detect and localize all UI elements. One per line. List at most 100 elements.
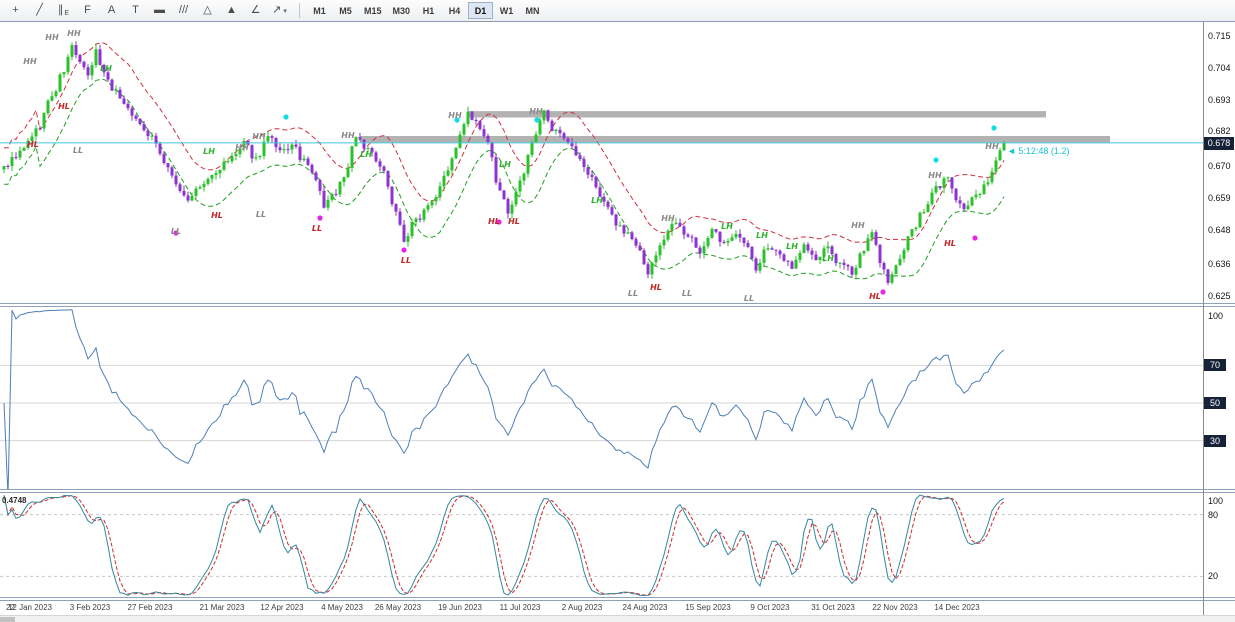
- svg-text:HH: HH: [851, 221, 865, 230]
- svg-text:LH: LH: [360, 150, 372, 159]
- fibonacci-button[interactable]: F: [76, 2, 99, 20]
- chevron-down-icon: ▾: [283, 7, 287, 15]
- svg-text:LH: LH: [203, 147, 215, 156]
- stoch-axis-label: 100: [1208, 496, 1224, 506]
- svg-text:LH: LH: [822, 254, 834, 263]
- svg-text:HH: HH: [23, 57, 37, 66]
- date-axis-label: 11 Jul 2023: [499, 603, 541, 612]
- timeframe-M30-button[interactable]: M30: [392, 5, 411, 16]
- price-axis-label: 0.704: [1208, 62, 1231, 73]
- toolbar-separator: [299, 3, 300, 18]
- price-axis-label: 0.648: [1208, 224, 1231, 235]
- svg-text:HH: HH: [45, 33, 59, 42]
- svg-text:LH: LH: [721, 222, 733, 231]
- rsi-axis-label: 100: [1208, 311, 1224, 321]
- crosshair-button[interactable]: +: [4, 2, 27, 20]
- rectangle-button[interactable]: ▬: [148, 2, 171, 20]
- svg-text:LH: LH: [591, 196, 603, 205]
- date-axis-label: 12 Apr 2023: [260, 603, 304, 612]
- svg-text:HL: HL: [869, 292, 881, 301]
- timeframe-MN-button[interactable]: MN: [525, 5, 540, 16]
- svg-text:HH: HH: [928, 171, 942, 180]
- trendline-icon: ╱: [36, 4, 43, 16]
- svg-text:HH: HH: [341, 131, 355, 140]
- svg-text:HL: HL: [650, 283, 662, 292]
- price-axis-label: 0.682: [1208, 126, 1231, 137]
- arrow-tools-button[interactable]: ↗ ▾: [268, 2, 291, 20]
- timeframe-H4-button[interactable]: H4: [448, 5, 461, 16]
- equidistant-channel-button[interactable]: ∥ E: [52, 2, 75, 20]
- stoch-pane-canvas[interactable]: [0, 493, 1203, 597]
- toolbar: + ╱ ∥ E F A T ▬ /// △ ▲ ∠ ↗ ▾ M1 M5 M15 M30 H1 H4 D1 W1 MN: [0, 0, 1235, 22]
- svg-text:HL: HL: [944, 239, 956, 248]
- arrow-tools-icon: ↗: [272, 4, 282, 16]
- svg-text:HH: HH: [235, 143, 249, 152]
- svg-text:LL: LL: [401, 256, 411, 265]
- rsi-pane-canvas[interactable]: [0, 307, 1203, 489]
- price-axis-label: 0.693: [1208, 94, 1231, 105]
- hatch-icon: ///: [178, 4, 189, 16]
- svg-text:HH: HH: [985, 142, 999, 151]
- angle-button[interactable]: ∠: [244, 2, 267, 20]
- svg-text:LH: LH: [499, 160, 511, 169]
- triangle-small-icon: ▲: [226, 4, 237, 16]
- horizontal-scrollbar[interactable]: [0, 615, 1235, 622]
- svg-text:LH: LH: [756, 231, 768, 240]
- triangle-small-button[interactable]: ▲: [220, 2, 243, 20]
- price-axis[interactable]: 0.678 0.715 0.704 0.693 0.682 0.670 0.659 0.64…: [1204, 22, 1235, 615]
- timeframe-M15-button[interactable]: M15: [364, 5, 382, 16]
- text-box-icon: T: [132, 4, 139, 16]
- equidistant-channel-icon: ∥: [57, 4, 64, 16]
- rsi-level-badge: 30: [1204, 434, 1226, 447]
- svg-text:LH: LH: [100, 64, 112, 73]
- date-axis-label: 14 Dec 2023: [934, 603, 980, 612]
- svg-text:HH: HH: [252, 132, 266, 141]
- rsi-level-badge: 50: [1204, 397, 1226, 409]
- price-axis-label: 0.636: [1208, 259, 1231, 270]
- svg-text:LL: LL: [171, 227, 181, 236]
- svg-text:HL: HL: [211, 211, 223, 220]
- candle-countdown-label: ◄ 5:12:48 (1.2): [1007, 146, 1070, 156]
- text-label-icon: A: [107, 4, 116, 16]
- price-axis-label: 0.715: [1208, 31, 1231, 41]
- svg-text:HH: HH: [67, 29, 81, 38]
- rsi-level-badge: 70: [1204, 359, 1226, 372]
- date-axis-label: 22: [6, 603, 15, 612]
- axis-separator-line: [1203, 22, 1204, 615]
- timeframe-H1-button[interactable]: H1: [422, 5, 435, 16]
- timeframe-M5-button[interactable]: M5: [339, 5, 352, 16]
- hatch-button[interactable]: ///: [172, 2, 195, 20]
- scrollbar-thumb[interactable]: [0, 617, 15, 622]
- pane-separator[interactable]: [0, 303, 1235, 307]
- text-box-button[interactable]: T: [124, 2, 147, 20]
- text-label-button[interactable]: A: [100, 2, 123, 20]
- svg-text:HH: HH: [661, 214, 675, 223]
- svg-text:LL: LL: [628, 289, 638, 298]
- equidistant-channel-sub-label: E: [64, 9, 70, 17]
- stoch-axis-label: 20: [1208, 571, 1219, 582]
- timeframe-M1-button[interactable]: M1: [313, 5, 326, 16]
- svg-text:HL: HL: [488, 217, 500, 226]
- timeframe-W1-button[interactable]: W1: [499, 5, 514, 16]
- date-axis-label: 2 Aug 2023: [561, 603, 603, 612]
- svg-text:HL: HL: [58, 102, 70, 111]
- rectangle-icon: ▬: [154, 4, 165, 16]
- triangle-button[interactable]: △: [196, 2, 219, 20]
- timeframe-D1-button[interactable]: D1: [468, 2, 494, 19]
- date-axis-label: 21 Mar 2023: [199, 603, 245, 612]
- svg-text:LH: LH: [786, 242, 798, 251]
- pane-separator[interactable]: [0, 597, 1235, 601]
- fibonacci-icon: F: [84, 4, 91, 16]
- stoch-value-label: 0.4748: [2, 496, 27, 505]
- triangle-icon: △: [203, 4, 212, 16]
- date-axis-label: 19 Jun 2023: [437, 603, 483, 612]
- pane-separator[interactable]: [0, 489, 1235, 493]
- date-axis-label: 27 Feb 2023: [127, 603, 173, 612]
- date-axis[interactable]: 22 12 Jan 2023 3 Feb 2023 27 Feb 2023 21 Mar…: [0, 601, 1203, 615]
- price-axis-label: 0.659: [1208, 192, 1231, 203]
- date-axis-label: 15 Sep 2023: [685, 603, 731, 612]
- trendline-button[interactable]: ╱: [28, 2, 51, 20]
- date-axis-label: 9 Oct 2023: [750, 603, 790, 612]
